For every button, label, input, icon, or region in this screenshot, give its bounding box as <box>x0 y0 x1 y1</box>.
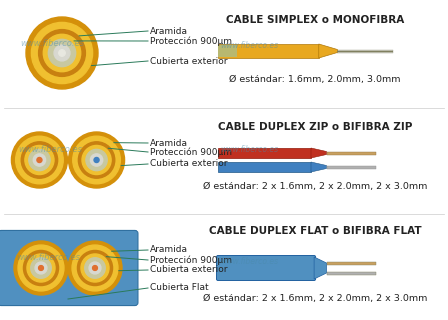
Circle shape <box>68 241 122 295</box>
Circle shape <box>26 17 98 89</box>
Text: Aramida: Aramida <box>150 139 188 148</box>
Circle shape <box>16 136 63 184</box>
Circle shape <box>78 142 115 178</box>
Circle shape <box>54 45 70 61</box>
Bar <box>327 151 376 155</box>
Bar <box>337 51 393 52</box>
Bar <box>327 165 376 169</box>
Circle shape <box>81 254 109 282</box>
Circle shape <box>37 157 42 163</box>
Circle shape <box>48 39 76 67</box>
Polygon shape <box>319 44 337 58</box>
Bar <box>218 148 311 158</box>
FancyBboxPatch shape <box>0 230 138 306</box>
Text: www.fiberco.es: www.fiberco.es <box>220 146 278 155</box>
Circle shape <box>12 132 68 188</box>
Circle shape <box>73 136 121 184</box>
Polygon shape <box>311 148 327 158</box>
Text: Cubierta exterior: Cubierta exterior <box>150 57 228 66</box>
Bar <box>337 50 393 52</box>
Text: Cubierta exterior: Cubierta exterior <box>150 159 228 169</box>
Circle shape <box>39 266 43 270</box>
Circle shape <box>78 251 112 285</box>
Circle shape <box>94 157 99 163</box>
Text: www.fiberco.es: www.fiberco.es <box>220 41 278 50</box>
Bar <box>218 45 237 57</box>
Text: Protección 900μm: Protección 900μm <box>150 255 232 265</box>
Text: Cubierta exterior: Cubierta exterior <box>150 266 228 275</box>
Circle shape <box>39 30 86 76</box>
Text: Aramida: Aramida <box>150 27 188 36</box>
Circle shape <box>59 50 65 56</box>
Text: Aramida: Aramida <box>150 245 188 254</box>
FancyBboxPatch shape <box>216 255 315 281</box>
Circle shape <box>85 258 105 278</box>
Text: www.fiberco.es: www.fiberco.es <box>18 146 82 155</box>
Text: www.fiberco.es: www.fiberco.es <box>220 258 278 267</box>
Circle shape <box>86 149 107 171</box>
Circle shape <box>25 145 54 175</box>
Text: Protección 900μm: Protección 900μm <box>150 36 232 46</box>
Bar <box>218 162 311 172</box>
Circle shape <box>69 132 125 188</box>
Circle shape <box>21 142 58 178</box>
Circle shape <box>90 154 103 166</box>
Circle shape <box>14 241 68 295</box>
Bar <box>327 271 376 275</box>
Text: www.fiberco.es: www.fiberco.es <box>20 38 84 47</box>
Circle shape <box>72 245 118 291</box>
Text: Ø estándar: 1.6mm, 2.0mm, 3.0mm: Ø estándar: 1.6mm, 2.0mm, 3.0mm <box>229 75 401 84</box>
Text: Ø estándar: 2 x 1.6mm, 2 x 2.0mm, 2 x 3.0mm: Ø estándar: 2 x 1.6mm, 2 x 2.0mm, 2 x 3.… <box>203 294 427 303</box>
Circle shape <box>29 149 50 171</box>
Text: CABLE SIMPLEX o MONOFIBRA: CABLE SIMPLEX o MONOFIBRA <box>226 15 404 25</box>
Polygon shape <box>314 257 327 279</box>
Bar <box>327 261 376 265</box>
Circle shape <box>82 145 111 175</box>
Circle shape <box>23 251 59 285</box>
Text: CABLE DUPLEX FLAT o BIFIBRA FLAT: CABLE DUPLEX FLAT o BIFIBRA FLAT <box>209 226 421 236</box>
Bar <box>218 44 319 58</box>
Text: www.fiberco.es: www.fiberco.es <box>16 253 80 262</box>
Polygon shape <box>311 162 327 172</box>
Circle shape <box>93 266 97 270</box>
Circle shape <box>35 262 47 274</box>
Text: Protección 900μm: Protección 900μm <box>150 147 232 157</box>
Text: CABLE DUPLEX ZIP o BIFIBRA ZIP: CABLE DUPLEX ZIP o BIFIBRA ZIP <box>218 122 412 132</box>
Circle shape <box>43 34 81 72</box>
Text: Cubierta Flat: Cubierta Flat <box>150 284 209 292</box>
Circle shape <box>27 254 55 282</box>
Circle shape <box>89 262 101 274</box>
Circle shape <box>18 245 64 291</box>
Text: Ø estándar: 2 x 1.6mm, 2 x 2.0mm, 2 x 3.0mm: Ø estándar: 2 x 1.6mm, 2 x 2.0mm, 2 x 3.… <box>203 182 427 191</box>
Circle shape <box>31 22 93 84</box>
Circle shape <box>31 258 51 278</box>
Circle shape <box>33 154 46 166</box>
